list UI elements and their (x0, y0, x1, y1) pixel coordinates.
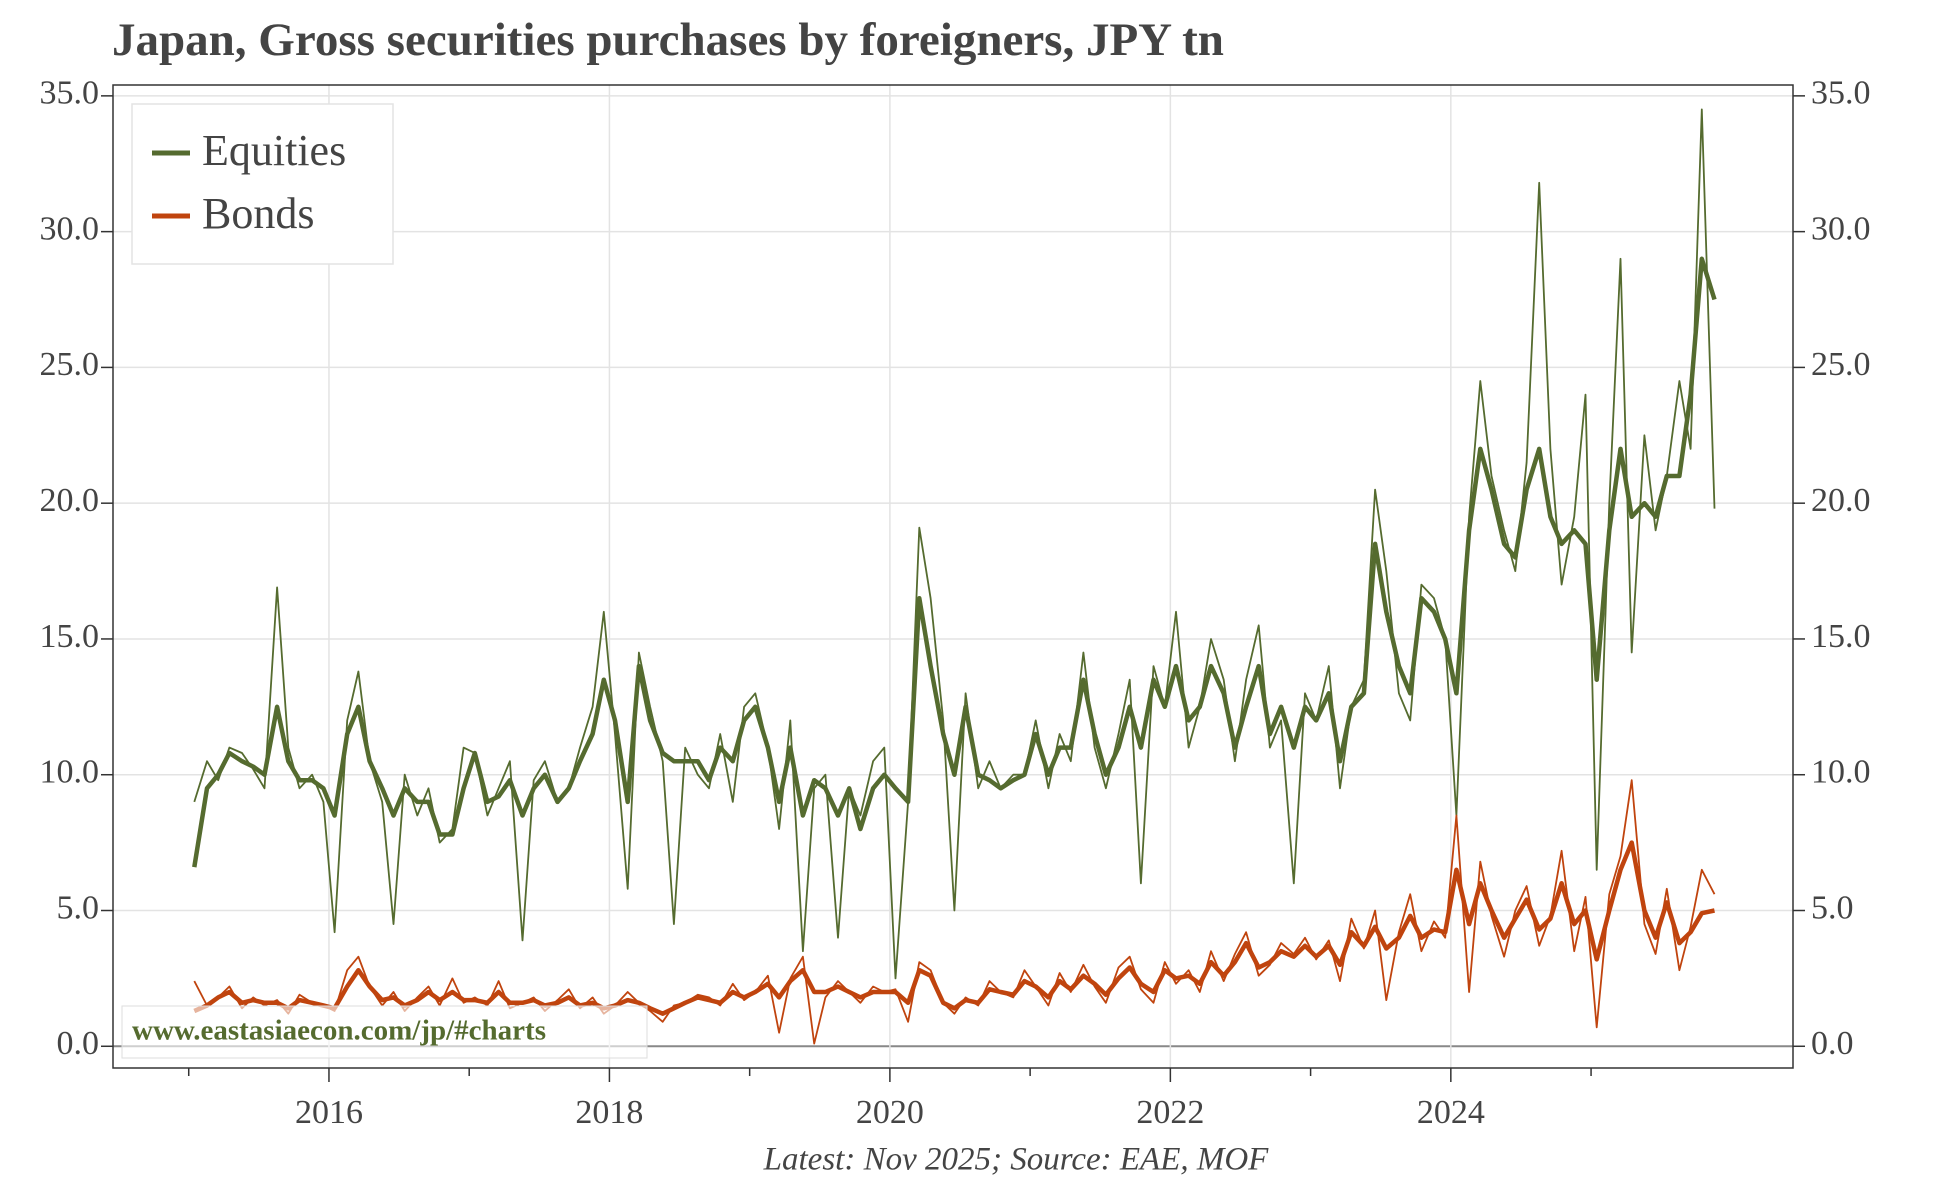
y2-tick-label: 0.0 (1811, 1025, 1854, 1062)
y-tick-label: 5.0 (57, 889, 100, 926)
chart-title: Japan, Gross securities purchases by for… (112, 14, 1224, 66)
y2-tick-label: 25.0 (1811, 346, 1871, 383)
x-tick-label: 2024 (1417, 1094, 1485, 1131)
lines (192, 108, 1717, 1045)
y2-tick-label: 20.0 (1811, 482, 1871, 519)
y-tick-label: 20.0 (40, 482, 100, 519)
axes: 0.0 0.0 5.0 5.0 10.0 10.0 15.0 15.0 20.0 20.0 25.0… (40, 75, 1871, 1131)
y-tick-label: 25.0 (40, 346, 100, 383)
series-line (193, 779, 1716, 1045)
watermark-box (121, 1005, 648, 1059)
footnote: Latest: Nov 2025; Source: EAE, MOF (763, 1142, 1270, 1178)
plot-frame (112, 84, 1794, 1069)
series-smoothed-line (193, 840, 1715, 1016)
y2-tick-label: 35.0 (1811, 75, 1871, 112)
x-tick-label: 2016 (295, 1094, 363, 1131)
legend-box (131, 103, 394, 265)
legend-label: Equities (202, 126, 346, 175)
y-tick-label: 0.0 (57, 1025, 100, 1062)
watermark: www.eastasiaecon.com/jp/#charts (132, 1015, 546, 1047)
legend: Equities Bonds (131, 103, 394, 265)
y2-tick-label: 15.0 (1811, 618, 1871, 655)
x-tick-label: 2018 (575, 1094, 643, 1131)
legend-label: Bonds (202, 189, 314, 238)
y-tick-label: 35.0 (40, 75, 100, 112)
y2-tick-label: 10.0 (1811, 754, 1871, 791)
y-tick-label: 10.0 (40, 754, 100, 791)
y2-tick-label: 5.0 (1811, 889, 1854, 926)
y-tick-label: 15.0 (40, 618, 100, 655)
y2-tick-label: 30.0 (1811, 210, 1871, 247)
x-tick-label: 2022 (1136, 1094, 1204, 1131)
x-tick-label: 2020 (856, 1094, 924, 1131)
series-smoothed-line (192, 256, 1717, 868)
y-tick-label: 30.0 (40, 210, 100, 247)
